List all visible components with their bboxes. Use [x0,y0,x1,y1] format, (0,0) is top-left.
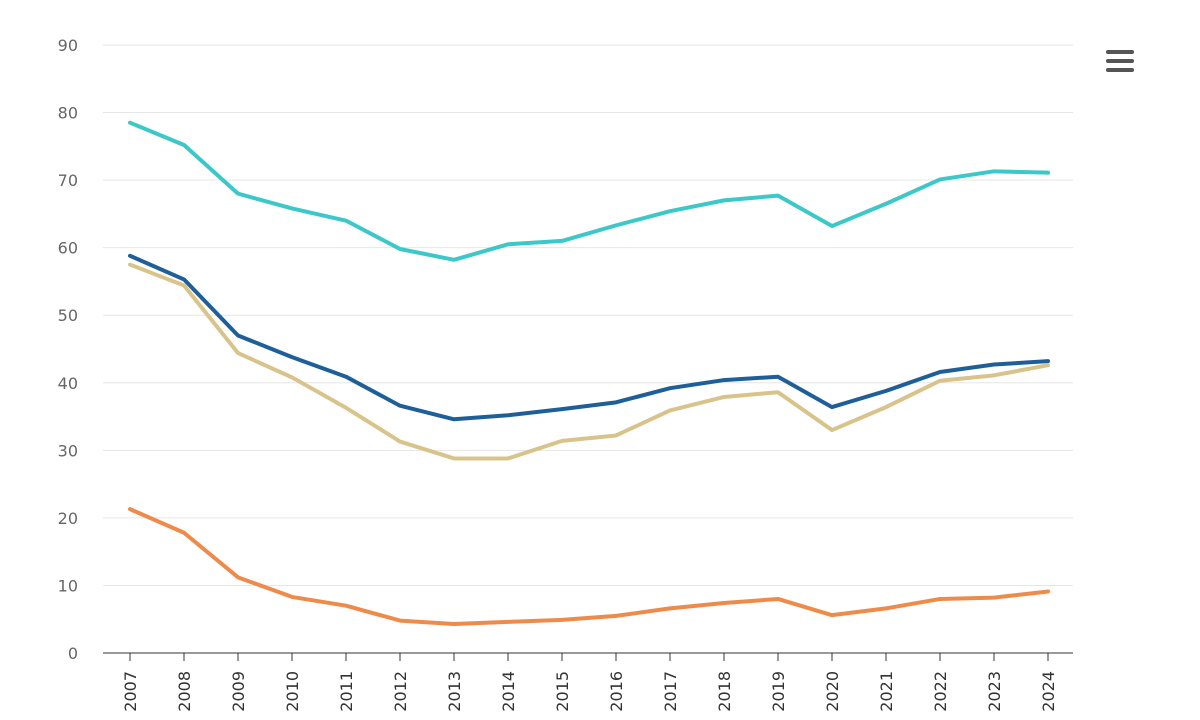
x-axis-tick-labels: 2007 2008 2009 2010 2011 2012 2013 2014 2015 2016… [121,653,1058,712]
x-tick-label: 2009 [229,671,248,712]
x-tick-label: 2016 [607,671,626,712]
y-tick-label: 30 [58,441,78,460]
x-tick-label: 2007 [121,671,140,712]
x-tick-label: 2023 [985,671,1004,712]
y-tick-label: 90 [58,36,78,55]
hamburger-menu-icon[interactable] [1100,44,1140,78]
x-tick-label: 2017 [661,671,680,712]
y-tick-label: 40 [58,374,78,393]
x-tick-label: 2012 [391,671,410,712]
y-axis-tick-labels: 0 10 20 30 40 50 60 70 80 90 [58,36,78,663]
x-tick-label: 2014 [499,671,518,712]
x-tick-label: 2011 [337,671,356,712]
y-tick-label: 60 [58,239,78,258]
x-tick-label: 2019 [769,671,788,712]
menu-bar [1106,59,1134,63]
y-tick-label: 70 [58,171,78,190]
series-line [128,120,1050,262]
x-tick-label: 2024 [1039,671,1058,712]
series-line [128,262,1050,461]
series-lines [128,120,1050,626]
y-tick-label: 20 [58,509,78,528]
series-line [128,253,1050,422]
x-tick-label: 2010 [283,671,302,712]
y-tick-label: 50 [58,306,78,325]
menu-bar [1106,50,1134,54]
menu-bar [1106,68,1134,72]
y-tick-label: 0 [68,644,78,663]
x-tick-label: 2021 [877,671,896,712]
y-tick-label: 10 [58,576,78,595]
grid-lines [103,44,1073,586]
x-tick-label: 2008 [175,671,194,712]
x-tick-label: 2013 [445,671,464,712]
series-line [128,507,1050,626]
y-tick-label: 80 [58,104,78,123]
x-tick-label: 2020 [823,671,842,712]
x-tick-label: 2018 [715,671,734,712]
x-tick-label: 2022 [931,671,950,712]
x-tick-label: 2015 [553,671,572,712]
